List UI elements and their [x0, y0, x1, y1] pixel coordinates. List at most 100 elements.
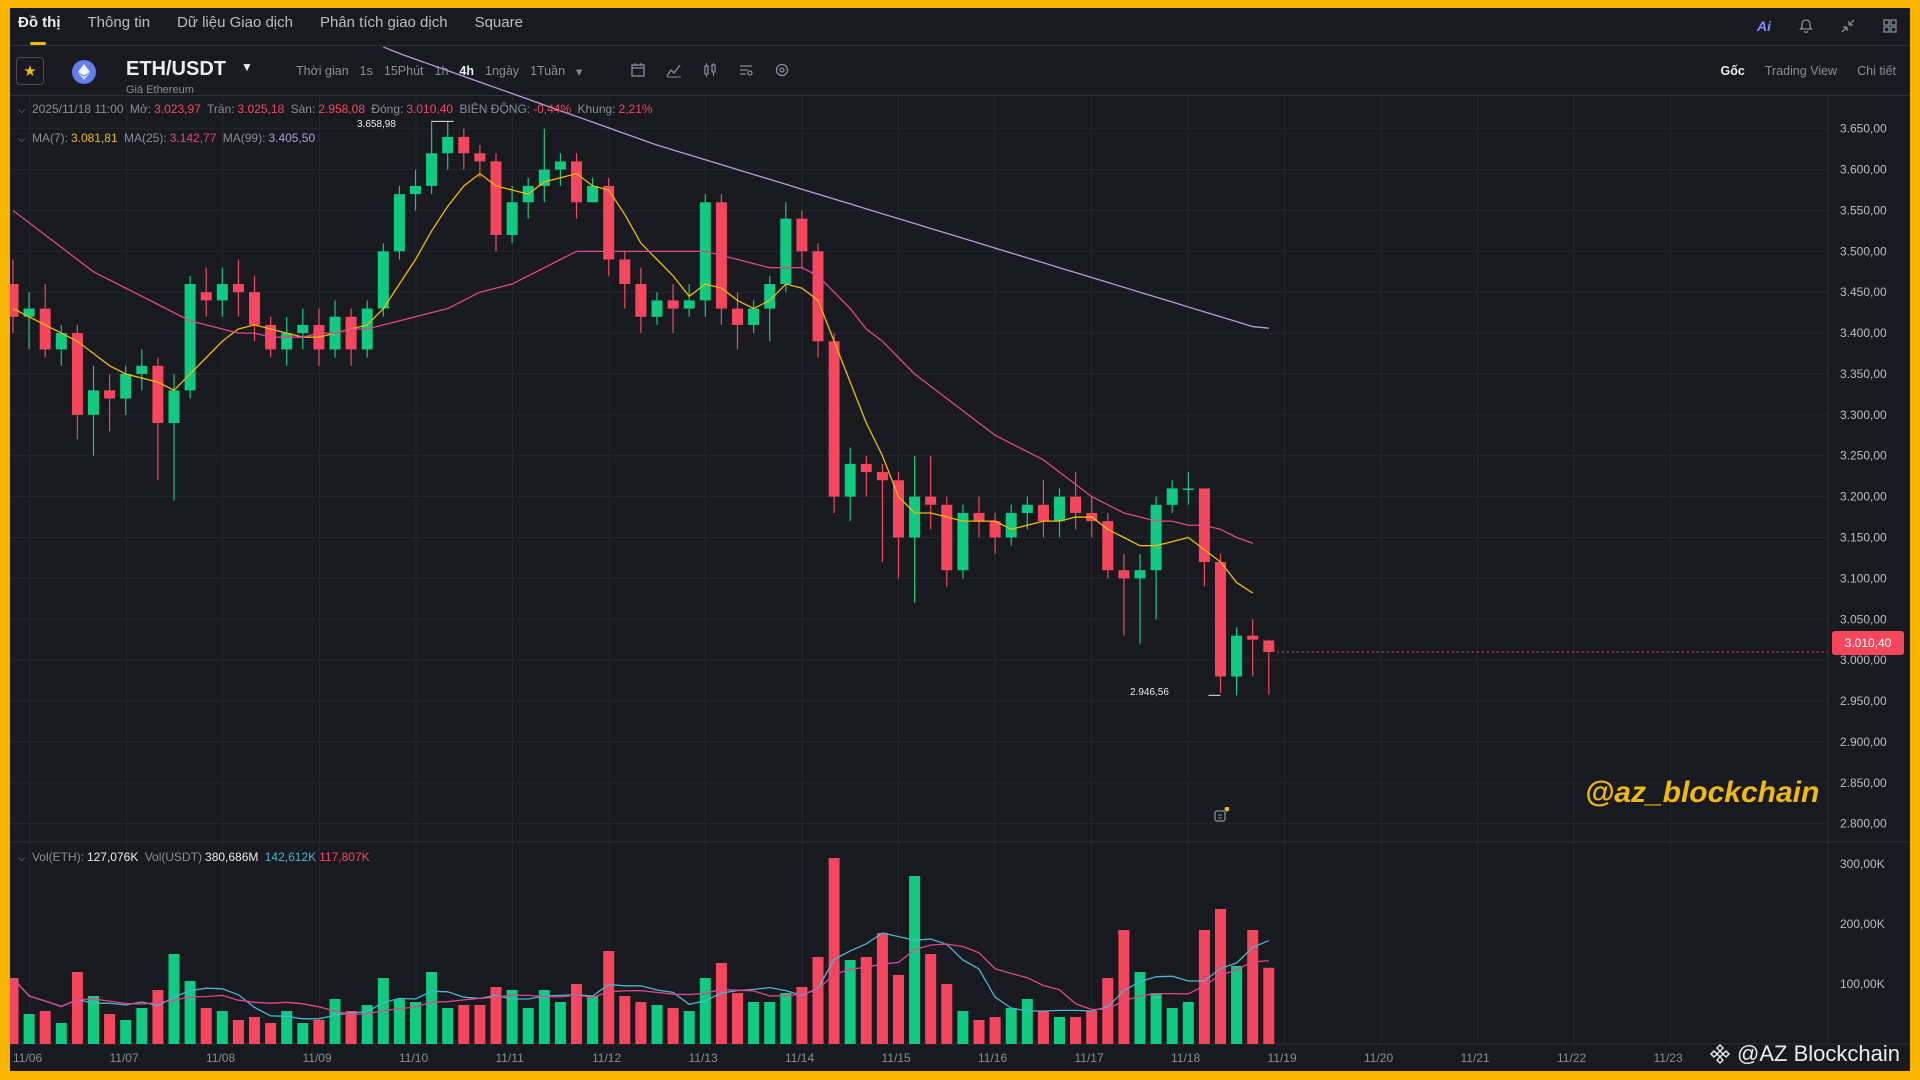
view-detail[interactable]: Chi tiết	[1857, 64, 1896, 78]
volume-bar	[1102, 978, 1114, 1044]
volume-bar	[1247, 930, 1259, 1044]
candle-body	[635, 284, 647, 317]
interval-15m[interactable]: 15Phút	[383, 64, 424, 78]
price-axis-tick: 3.350,00	[1840, 367, 1887, 381]
interval-1w[interactable]: 1Tuần	[530, 64, 566, 78]
candle-body	[152, 365, 164, 424]
grid-icon[interactable]	[1880, 16, 1900, 36]
candle-body	[973, 512, 985, 522]
candle-body	[554, 161, 566, 170]
volume-bar	[71, 972, 83, 1044]
bell-icon[interactable]	[1796, 16, 1816, 36]
volume-bar	[538, 990, 550, 1044]
interval-1d[interactable]: 1ngày	[485, 64, 520, 78]
ma7-label: MA(7):	[31, 131, 68, 145]
volume-bar	[55, 1023, 67, 1044]
volume-bar	[1198, 930, 1210, 1044]
calendar-icon[interactable]	[630, 62, 646, 78]
tab-chart[interactable]: Đồ thị	[18, 8, 61, 46]
tab-trading-data[interactable]: Dữ liệu Giao dịch	[177, 13, 293, 31]
view-original[interactable]: Gốc	[1720, 64, 1745, 78]
price-axis-tick: 3.200,00	[1840, 490, 1887, 504]
ai-icon[interactable]: Ai	[1757, 18, 1771, 34]
ohlc-open-label: Mở:	[129, 102, 152, 116]
ma99-label: MA(99):	[222, 131, 266, 145]
pair-subtitle: Giá Ethereum	[126, 84, 194, 96]
vol-usdt-label: Vol(USDT)	[144, 850, 203, 864]
vol-axis-tick: 200,00K	[1840, 917, 1885, 931]
candle-body	[1247, 635, 1259, 640]
volume-bar	[265, 1023, 277, 1044]
volume-bar	[1231, 966, 1243, 1044]
indicator-icon[interactable]	[666, 62, 682, 78]
top-nav: Đồ thị Thông tin Dữ liệu Giao dịch Phân …	[10, 8, 1910, 46]
date-axis-tick: 11/09	[303, 1051, 332, 1065]
candle-body	[506, 202, 518, 235]
collapse-caret-icon[interactable]: ⌵	[18, 134, 26, 145]
tab-trading-analysis[interactable]: Phân tích giao dịch	[319, 13, 448, 31]
candle-body	[10, 284, 19, 317]
chart-window: Đồ thị Thông tin Dữ liệu Giao dịch Phân …	[10, 8, 1910, 1071]
candle-body	[1134, 570, 1146, 579]
candle-body	[474, 153, 486, 162]
candle-body	[925, 496, 937, 505]
interval-more-icon[interactable]: ▾	[576, 64, 583, 79]
volume-bar	[1182, 1002, 1194, 1044]
candle-body	[377, 251, 389, 309]
alert-icon[interactable]	[1213, 806, 1230, 823]
volume-bar	[893, 975, 904, 1044]
price-axis-tick: 2.950,00	[1840, 694, 1887, 708]
candle-body	[587, 185, 599, 203]
pair-dropdown-icon[interactable]: ▼	[241, 60, 253, 74]
binance-logo-icon	[1710, 1044, 1731, 1064]
view-tradingview[interactable]: Trading View	[1764, 64, 1838, 78]
candle-body	[1037, 504, 1049, 522]
pair-symbol[interactable]: ETH/USDT	[126, 58, 226, 80]
candle-body	[1021, 504, 1033, 513]
interval-4h[interactable]: 4h	[459, 64, 474, 78]
volume-bar	[571, 984, 582, 1044]
interval-1s[interactable]: 1s	[359, 64, 373, 78]
collapse-caret-icon[interactable]: ⌵	[18, 105, 26, 116]
favorite-star-icon[interactable]: ★	[16, 57, 44, 85]
collapse-caret-icon[interactable]: ⌵	[18, 853, 26, 864]
ohlc-date: 2025/11/18 11:00	[31, 102, 124, 116]
volume-bar	[925, 954, 937, 1044]
settings-list-icon[interactable]	[738, 62, 754, 78]
volume-bar	[1037, 1011, 1049, 1044]
price-axis-tick: 3.600,00	[1840, 163, 1887, 177]
candle-body	[232, 284, 244, 293]
volume-bar	[619, 996, 631, 1044]
ma-info-row: ⌵ MA(7): 3.081,81 MA(25): 3.142,77 MA(99):…	[18, 131, 318, 145]
tab-info[interactable]: Thông tin	[87, 13, 151, 31]
candle-body	[393, 194, 405, 252]
volume-bar	[764, 1002, 776, 1044]
volume-bar	[715, 963, 727, 1044]
current-price-tag: 3.010,40	[1832, 631, 1904, 655]
collapse-icon[interactable]	[1838, 16, 1858, 36]
candlestick-chart[interactable]: 3.650,00 3.600,00 3.550,00 3.500,00 3.450,00…	[10, 8, 1910, 1071]
volume-bar	[313, 1020, 325, 1044]
brand-text: @AZ Blockchain	[1737, 1041, 1900, 1066]
candle-body	[828, 341, 840, 497]
vol-axis-tick: 300,00K	[1840, 857, 1885, 871]
date-axis-tick: 11/21	[1461, 1051, 1490, 1065]
volume-bar	[10, 978, 19, 1044]
ma25-label: MA(25):	[124, 131, 167, 145]
candle-body	[571, 161, 582, 203]
ohlc-high: 3.025,18	[237, 102, 285, 116]
candle-body	[876, 472, 888, 481]
gear-icon[interactable]	[774, 62, 790, 78]
volume-bar	[426, 972, 438, 1044]
interval-time-label: Thời gian	[296, 64, 349, 78]
volume-bar	[812, 957, 824, 1044]
candle-body	[1231, 635, 1243, 677]
candle-style-icon[interactable]	[702, 62, 718, 78]
volume-bar	[554, 1002, 566, 1044]
volume-ma-line	[12, 943, 1269, 1015]
candle-body	[1263, 640, 1275, 652]
candle-body	[1118, 570, 1130, 579]
tab-square[interactable]: Square	[474, 13, 523, 31]
candle-body	[812, 251, 824, 342]
volume-bar	[522, 1008, 534, 1044]
